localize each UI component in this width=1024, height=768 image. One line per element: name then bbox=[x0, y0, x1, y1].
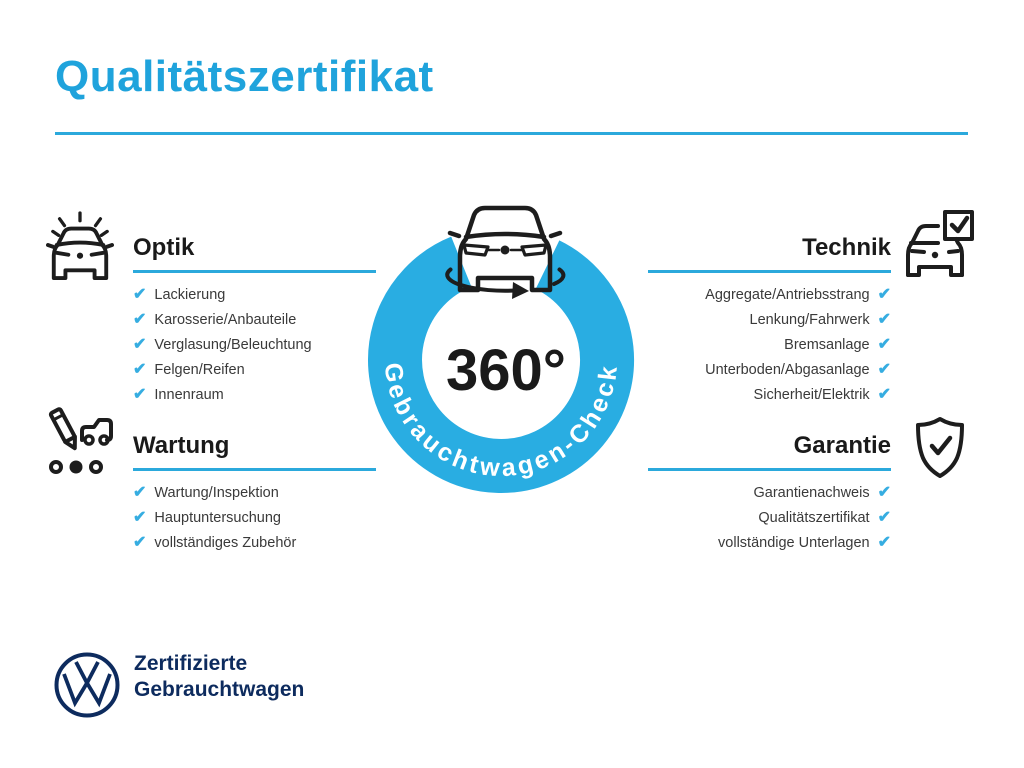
check-icon: ✔ bbox=[877, 533, 891, 551]
badge-center-text: 360° bbox=[446, 338, 566, 403]
badge-ring bbox=[368, 236, 635, 493]
checklist-item-label: Wartung/Inspektion bbox=[154, 485, 279, 502]
checklist-item-label: Garantienachweis bbox=[753, 485, 870, 502]
checklist-item-label: Hauptuntersuchung bbox=[154, 510, 281, 527]
check-icon: ✔ bbox=[877, 286, 891, 304]
checklist-item-label: Unterboden/Abgasanlage bbox=[705, 361, 870, 378]
check-icon: ✔ bbox=[133, 335, 147, 353]
section-underline bbox=[133, 270, 376, 273]
footer-tagline: Zertifizierte Gebrauchtwagen bbox=[134, 651, 304, 703]
footer-line1: Zertifizierte bbox=[134, 652, 248, 675]
checklist-item-label: Sicherheit/Elektrik bbox=[753, 386, 870, 403]
checklist-item-label: Lackierung bbox=[154, 287, 226, 304]
check-icon: ✔ bbox=[877, 509, 891, 527]
vw-logo bbox=[52, 650, 122, 725]
checklist-item: ✔ Lackierung bbox=[133, 283, 376, 308]
check-icon: ✔ bbox=[133, 533, 147, 551]
check-icon: ✔ bbox=[877, 335, 891, 353]
checklist-item-label: Felgen/Reifen bbox=[154, 361, 245, 378]
checklist-item-label: vollständige Unterlagen bbox=[718, 534, 870, 551]
shield-check-icon bbox=[912, 416, 968, 485]
check-icon: ✔ bbox=[133, 360, 147, 378]
badge-360-check: Gebrauchtwagen-Check 360° bbox=[330, 175, 675, 520]
checklist-item-label: Lenkung/Fahrwerk bbox=[749, 312, 870, 329]
checklist-item: ✔ Hauptuntersuchung bbox=[133, 506, 376, 531]
section-garantie: Garantie ✔ Garantienachweis ✔ Qualitätszert… bbox=[648, 432, 891, 555]
checklist-item: ✔ Aggregate/Antriebsstrang bbox=[648, 283, 891, 308]
checklist-item: ✔ Innenraum bbox=[133, 382, 376, 407]
car-front-360-icon bbox=[445, 205, 566, 299]
checklist-item: ✔ Qualitätszertifikat bbox=[648, 506, 891, 531]
section-wartung: Wartung ✔ Wartung/Inspektion ✔ Hauptuntersu… bbox=[133, 432, 376, 555]
wartung-checklist: ✔ Wartung/Inspektion ✔ Hauptuntersuchung ✔ vo… bbox=[133, 481, 376, 555]
check-icon: ✔ bbox=[133, 484, 147, 502]
checklist-item: ✔ Bremsanlage bbox=[648, 333, 891, 358]
checklist-item: ✔ vollständiges Zubehör bbox=[133, 531, 376, 556]
checklist-item-label: Innenraum bbox=[154, 386, 224, 403]
service-checklist-icon bbox=[42, 407, 118, 482]
section-technik: Technik ✔ Aggregate/Antriebsstrang ✔ Lenkun… bbox=[648, 234, 891, 407]
checklist-item: ✔ Karosserie/Anbauteile bbox=[133, 308, 376, 333]
check-icon: ✔ bbox=[877, 311, 891, 329]
checklist-item-label: Verglasung/Beleuchtung bbox=[154, 336, 312, 353]
section-technik-title: Technik bbox=[802, 234, 891, 261]
checklist-item: ✔ vollständige Unterlagen bbox=[648, 531, 891, 556]
checklist-item: ✔ Sicherheit/Elektrik bbox=[648, 382, 891, 407]
check-icon: ✔ bbox=[877, 360, 891, 378]
checklist-item-label: Aggregate/Antriebsstrang bbox=[705, 287, 870, 304]
section-underline bbox=[648, 270, 891, 273]
section-optik: Optik ✔ Lackierung ✔ Karosserie/Anbauteile ✔… bbox=[133, 234, 376, 407]
check-icon: ✔ bbox=[877, 484, 891, 502]
checklist-item-label: Bremsanlage bbox=[784, 336, 870, 353]
section-garantie-title: Garantie bbox=[793, 432, 891, 459]
checklist-item-label: Qualitätszertifikat bbox=[758, 510, 870, 527]
section-underline bbox=[133, 468, 376, 471]
shiny-car-icon bbox=[46, 209, 114, 288]
checklist-item: ✔ Lenkung/Fahrwerk bbox=[648, 308, 892, 333]
check-icon: ✔ bbox=[133, 286, 147, 304]
check-icon: ✔ bbox=[133, 509, 147, 527]
checklist-item: ✔ Unterboden/Abgasanlage bbox=[648, 357, 891, 382]
check-icon: ✔ bbox=[133, 385, 147, 403]
footer-line2: Gebrauchtwagen bbox=[134, 678, 305, 701]
checklist-item-label: Karosserie/Anbauteile bbox=[154, 312, 297, 329]
checklist-item-label: vollständiges Zubehör bbox=[154, 534, 297, 551]
check-icon: ✔ bbox=[133, 311, 147, 329]
technik-checklist: ✔ Aggregate/Antriebsstrang ✔ Lenkung/Fahrwe… bbox=[648, 283, 891, 407]
section-wartung-title: Wartung bbox=[133, 432, 230, 459]
optik-checklist: ✔ Lackierung ✔ Karosserie/Anbauteile ✔ Vergla… bbox=[133, 283, 376, 407]
garantie-checklist: ✔ Garantienachweis ✔ Qualitätszertifikat ✔ vo… bbox=[648, 481, 891, 555]
section-underline bbox=[648, 468, 891, 471]
car-checkbox-icon bbox=[905, 209, 975, 284]
checklist-item: ✔ Felgen/Reifen bbox=[133, 357, 376, 382]
check-icon: ✔ bbox=[877, 385, 891, 403]
title-divider bbox=[55, 132, 968, 135]
checklist-item: ✔ Verglasung/Beleuchtung bbox=[133, 333, 376, 358]
checklist-item: ✔ Garantienachweis bbox=[648, 481, 891, 506]
checklist-item: ✔ Wartung/Inspektion bbox=[133, 481, 376, 506]
page-title: Qualitätszertifikat bbox=[55, 52, 434, 101]
section-optik-title: Optik bbox=[133, 234, 195, 261]
